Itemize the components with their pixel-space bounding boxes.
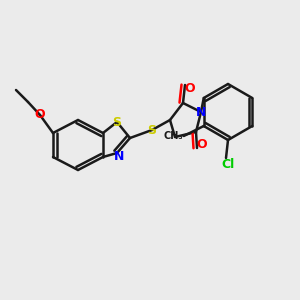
Text: O: O <box>185 82 195 94</box>
Text: S: S <box>112 116 122 128</box>
Text: O: O <box>35 109 45 122</box>
Text: CH₃: CH₃ <box>164 131 184 141</box>
Text: N: N <box>196 106 206 118</box>
Text: O: O <box>197 139 207 152</box>
Text: Cl: Cl <box>221 158 235 170</box>
Text: N: N <box>114 149 124 163</box>
Text: S: S <box>148 124 157 136</box>
